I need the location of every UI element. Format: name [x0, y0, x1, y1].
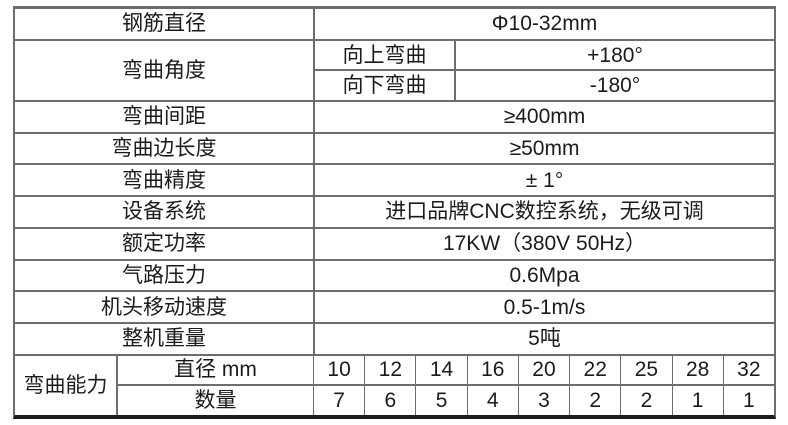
spec-label-bend-capacity: 弯曲能力: [23, 373, 108, 397]
capacity-quantity-cell: 1: [722, 386, 774, 415]
table-row-rebar-diameter: 钢筋直径 Φ10-32mm: [15, 9, 774, 39]
capacity-quantity-cell: 6: [364, 386, 415, 415]
machine-spec-table: 钢筋直径 Φ10-32mm 弯曲角度 向上弯曲 +180° 向下弯曲 -180°…: [13, 6, 776, 419]
capacity-diameter-header: 直径 mm: [116, 355, 313, 385]
capacity-diameter-cell: 22: [569, 355, 620, 385]
capacity-diameter-cell: 32: [722, 355, 774, 385]
bend-angle-subrows: 向上弯曲 +180° 向下弯曲 -180°: [313, 40, 774, 101]
capacity-diameter-cell: 25: [620, 355, 671, 385]
table-row-bend-up: 向上弯曲 +180°: [313, 40, 774, 70]
spec-value-total-weight: 5吨: [313, 323, 774, 354]
table-row-group-bend-capacity: 弯曲能力 直径 mm 10 12 14 16 20 22 25 28 32 数量…: [15, 353, 774, 415]
spec-value-bend-down: -180°: [454, 71, 774, 101]
table-row-total-weight: 整机重量 5吨: [15, 321, 774, 354]
spec-label-bend-side-length: 弯曲边长度: [111, 137, 217, 161]
table-row-bend-spacing: 弯曲间距 ≥400mm: [15, 100, 774, 132]
spec-label-bend-spacing: 弯曲间距: [122, 105, 206, 129]
spec-sublabel-bend-down: 向下弯曲: [313, 71, 454, 101]
spec-value-air-pressure: 0.6Mpa: [313, 260, 774, 291]
spec-value-bend-side-length: ≥50mm: [313, 133, 774, 164]
spec-value-head-speed: 0.5-1m/s: [313, 292, 774, 322]
capacity-quantity-header: 数量: [116, 386, 313, 415]
table-row-group-bend-angle: 弯曲角度 向上弯曲 +180° 向下弯曲 -180°: [15, 38, 774, 101]
spec-label-rated-power: 额定功率: [122, 232, 206, 256]
capacity-quantity-cell: 1: [671, 386, 723, 415]
spec-value-bend-up: +180°: [454, 40, 774, 70]
spec-label-head-speed: 机头移动速度: [101, 295, 227, 319]
capacity-quantity-cell: 2: [620, 386, 671, 415]
capacity-quantity-cell: 5: [415, 386, 466, 415]
capacity-diameter-cell: 28: [671, 355, 723, 385]
capacity-quantity-cell: 2: [569, 386, 620, 415]
table-row-capacity-diameters: 直径 mm 10 12 14 16 20 22 25 28 32: [116, 355, 774, 385]
capacity-quantity-cell: 3: [517, 386, 569, 415]
spec-label-total-weight: 整机重量: [122, 327, 206, 351]
spec-value-rebar-diameter: Φ10-32mm: [313, 9, 774, 39]
spec-value-system: 进口品牌CNC数控系统，无级可调: [313, 197, 774, 227]
table-row-bend-side-length: 弯曲边长度 ≥50mm: [15, 131, 774, 164]
table-row-bend-down: 向下弯曲 -180°: [313, 69, 774, 101]
spec-value-rated-power: 17KW（380V 50Hz）: [313, 228, 774, 259]
capacity-diameter-cell: 16: [466, 355, 518, 385]
bend-capacity-subrows: 直径 mm 10 12 14 16 20 22 25 28 32 数量 7 6 …: [116, 355, 774, 415]
spec-sublabel-bend-up: 向上弯曲: [313, 40, 454, 70]
spec-value-bend-spacing: ≥400mm: [313, 102, 774, 132]
spec-label-bend-angle: 弯曲角度: [122, 58, 206, 82]
table-row-air-pressure: 气路压力 0.6Mpa: [15, 258, 774, 291]
capacity-quantity-cell: 7: [313, 386, 364, 415]
spec-label-air-pressure: 气路压力: [122, 263, 206, 287]
spec-label-rebar-diameter: 钢筋直径: [122, 12, 206, 36]
capacity-diameter-cell: 12: [364, 355, 415, 385]
table-row-system: 设备系统 进口品牌CNC数控系统，无级可调: [15, 195, 774, 227]
table-row-bend-precision: 弯曲精度 ± 1°: [15, 163, 774, 196]
capacity-diameter-cell: 20: [517, 355, 569, 385]
spec-label-bend-precision: 弯曲精度: [122, 168, 206, 192]
spec-label-system: 设备系统: [122, 200, 206, 224]
table-row-capacity-quantities: 数量 7 6 5 4 3 2 2 1 1: [116, 384, 774, 415]
table-row-head-speed: 机头移动速度 0.5-1m/s: [15, 290, 774, 322]
capacity-diameter-cell: 10: [313, 355, 364, 385]
spec-value-bend-precision: ± 1°: [313, 165, 774, 196]
table-row-rated-power: 额定功率 17KW（380V 50Hz）: [15, 226, 774, 259]
capacity-diameter-cell: 14: [415, 355, 466, 385]
capacity-quantity-cell: 4: [466, 386, 518, 415]
